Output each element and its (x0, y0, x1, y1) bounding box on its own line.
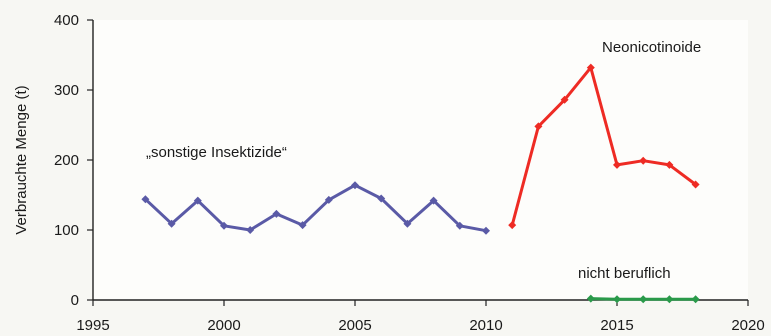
series-2 (586, 294, 700, 304)
data-point (246, 226, 255, 234)
x-tick-label: 1995 (76, 317, 109, 334)
data-point (586, 294, 595, 303)
data-point (508, 221, 517, 230)
series-line (143, 183, 488, 233)
y-tick-label: 200 (54, 152, 79, 169)
series-line (510, 66, 698, 227)
y-tick-label: 100 (54, 222, 79, 239)
data-point (167, 219, 176, 228)
series-label-nicht-beruflich: nicht beruflich (578, 265, 671, 282)
data-point (455, 221, 464, 230)
data-point (691, 180, 700, 189)
series-0 (141, 181, 490, 235)
data-point (482, 226, 490, 235)
data-point (272, 209, 281, 218)
data-point (298, 221, 307, 230)
y-tick-label: 0 (71, 292, 79, 309)
data-point (220, 221, 228, 230)
data-point (586, 63, 595, 72)
series-layer (141, 63, 700, 304)
data-point (377, 194, 386, 203)
series-labels: „sonstige Insektizide“ Neonicotinoide ni… (146, 39, 701, 282)
data-point (665, 295, 674, 304)
y-axis-title: Verbrauchte Menge (t) (13, 85, 30, 234)
ticks: 0 100 200 300 400 1995 2000 2005 2010 2015 2020 (54, 12, 765, 334)
data-point (324, 195, 333, 204)
data-point (665, 160, 674, 169)
data-point (613, 160, 621, 169)
x-tick-label: 2000 (207, 317, 240, 334)
data-point (639, 156, 648, 165)
data-point (351, 181, 359, 190)
y-tick-label: 400 (54, 12, 79, 29)
x-tick-label: 2005 (338, 317, 371, 334)
data-point (613, 295, 621, 304)
y-tick-label: 300 (54, 82, 79, 99)
data-point (639, 295, 648, 304)
x-tick-label: 2020 (731, 317, 764, 334)
x-tick-label: 2015 (600, 317, 633, 334)
data-point (429, 196, 438, 205)
series-1 (508, 63, 700, 230)
data-point (193, 196, 202, 205)
x-tick-label: 2010 (469, 317, 502, 334)
data-point (691, 295, 700, 304)
data-point (560, 95, 569, 104)
data-point (141, 195, 150, 204)
data-point (534, 122, 543, 131)
data-point (403, 219, 412, 228)
series-label-sonstige: „sonstige Insektizide“ (146, 144, 287, 161)
series-label-neonicotinoide: Neonicotinoide (602, 39, 701, 56)
